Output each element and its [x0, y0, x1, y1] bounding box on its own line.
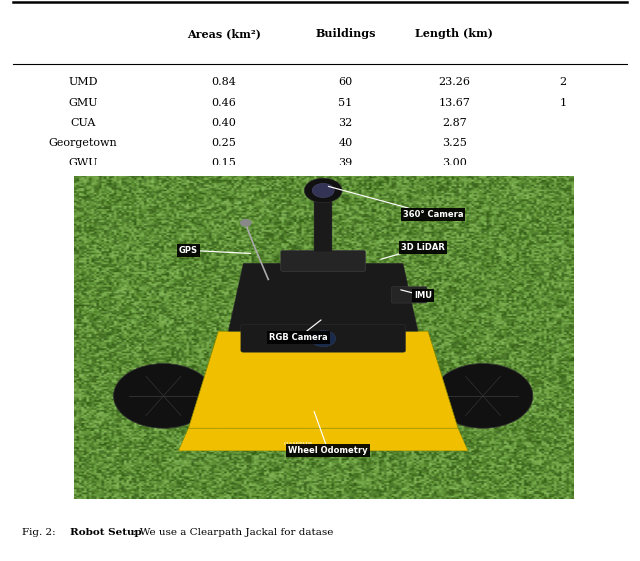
Text: Length (km): Length (km): [415, 28, 493, 39]
Text: 3.25: 3.25: [442, 138, 467, 148]
Bar: [314, 197, 332, 252]
Circle shape: [433, 364, 533, 428]
Text: 23.26: 23.26: [438, 77, 470, 88]
Text: 3.00: 3.00: [442, 158, 467, 168]
Text: 13.67: 13.67: [438, 98, 470, 108]
Text: GPS: GPS: [179, 246, 250, 255]
Circle shape: [312, 183, 334, 197]
Text: 0.25: 0.25: [212, 138, 236, 148]
Text: 2.87: 2.87: [442, 118, 467, 128]
Text: : We use a Clearpath Jackal for datase: : We use a Clearpath Jackal for datase: [133, 528, 333, 537]
Text: Robot Setup: Robot Setup: [70, 528, 142, 537]
Text: 360° Camera: 360° Camera: [328, 186, 463, 219]
Text: UMD: UMD: [68, 77, 98, 88]
Text: 39: 39: [339, 158, 353, 168]
Text: RGB Camera: RGB Camera: [269, 320, 328, 342]
Text: 0.46: 0.46: [212, 98, 236, 108]
Text: 0.40: 0.40: [212, 118, 236, 128]
FancyBboxPatch shape: [241, 325, 406, 352]
Text: Georgetown: Georgetown: [49, 138, 118, 148]
Text: 0.15: 0.15: [212, 158, 236, 168]
Text: 1: 1: [559, 98, 567, 108]
Text: IMU: IMU: [401, 290, 432, 300]
Text: 40: 40: [339, 138, 353, 148]
FancyBboxPatch shape: [281, 250, 365, 272]
Text: Areas (km²): Areas (km²): [187, 28, 261, 39]
Text: 3D LiDAR: 3D LiDAR: [381, 242, 445, 259]
Text: Wheel Odometry: Wheel Odometry: [289, 411, 368, 456]
Text: 2: 2: [559, 77, 567, 88]
Text: GWU: GWU: [68, 158, 98, 168]
Polygon shape: [188, 331, 458, 428]
Polygon shape: [228, 263, 418, 331]
Text: 60: 60: [339, 77, 353, 88]
Circle shape: [311, 330, 336, 347]
Text: Fig. 2:: Fig. 2:: [22, 528, 60, 537]
Text: 51: 51: [339, 98, 353, 108]
Text: Buildings: Buildings: [316, 28, 376, 39]
FancyBboxPatch shape: [392, 287, 427, 303]
Text: CUA: CUA: [70, 118, 96, 128]
Text: 0.84: 0.84: [212, 77, 236, 88]
Polygon shape: [179, 428, 468, 451]
Text: 32: 32: [339, 118, 353, 128]
Text: GMU: GMU: [68, 98, 98, 108]
Circle shape: [304, 178, 342, 203]
Circle shape: [240, 219, 252, 227]
Text: CLEARPATH: CLEARPATH: [284, 443, 313, 447]
Circle shape: [113, 364, 213, 428]
